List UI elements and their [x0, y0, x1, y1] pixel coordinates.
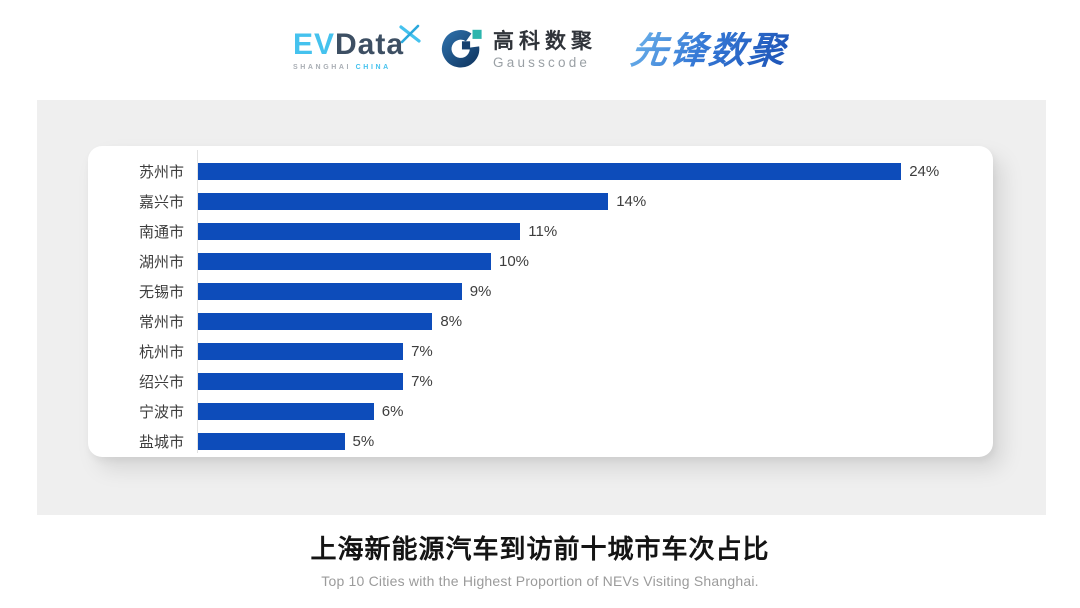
gausscode-logo: 高科数聚 Gausscode — [438, 25, 597, 76]
category-label: 无锡市 — [138, 283, 184, 301]
bar-row: 常州市 8% — [88, 306, 993, 336]
value-label: 9% — [469, 282, 492, 300]
category-label: 湖州市 — [138, 253, 184, 271]
gausscode-mark-icon — [438, 25, 484, 76]
title-block: 上海新能源汽车到访前十城市车次占比 Top 10 Cities with the… — [0, 529, 1080, 589]
bar — [198, 402, 374, 420]
bar-row: 杭州市 7% — [88, 336, 993, 366]
value-label: 11% — [528, 222, 558, 240]
bar — [198, 192, 609, 210]
bar-row: 盐城市 5% — [88, 426, 993, 456]
category-label: 宁波市 — [138, 403, 184, 421]
evdata-logo: EVData SHANGHAI CHINA — [292, 24, 421, 71]
bar-rows: 苏州市 24% 嘉兴市 14% 南通市 11% 湖州市 10% 无锡市 9% 常州市 8% 杭州市 7% 绍… — [88, 156, 993, 456]
evdata-ev-text: EV — [292, 27, 335, 61]
category-label: 南通市 — [138, 223, 184, 241]
evdata-data-text: Data — [335, 27, 405, 61]
value-label: 7% — [411, 342, 433, 360]
y-axis-line — [197, 150, 198, 453]
category-label: 嘉兴市 — [138, 193, 184, 211]
bar — [198, 162, 902, 180]
pioneer-logo: 先锋数聚 — [628, 29, 790, 71]
value-label: 10% — [499, 252, 530, 270]
bar — [198, 252, 491, 270]
bar — [198, 342, 404, 360]
value-label: 8% — [440, 312, 463, 330]
bar — [198, 222, 521, 240]
bar — [198, 282, 462, 300]
bar-row: 南通市 11% — [88, 216, 993, 246]
logo-row: EVData SHANGHAI CHINA — [0, 18, 1080, 82]
chart-title: 上海新能源汽车到访前十城市车次占比 — [310, 534, 770, 564]
value-label: 6% — [381, 402, 404, 420]
gausscode-chinese-name: 高科数聚 — [493, 30, 598, 54]
value-label: 14% — [616, 192, 647, 210]
chart-panel: 苏州市 24% 嘉兴市 14% 南通市 11% 湖州市 10% 无锡市 9% 常州市 8% 杭州市 7% 绍… — [37, 100, 1046, 515]
bar — [198, 312, 433, 330]
value-label: 7% — [411, 372, 433, 390]
value-label: 24% — [909, 162, 940, 180]
gausscode-english-name: Gausscode — [493, 54, 591, 70]
bar-row: 绍兴市 7% — [88, 366, 993, 396]
bar-row: 无锡市 9% — [88, 276, 993, 306]
evdata-wordmark: EVData — [292, 24, 421, 61]
bar-row: 湖州市 10% — [88, 246, 993, 276]
bar — [198, 432, 345, 450]
category-label: 绍兴市 — [138, 373, 184, 391]
evdata-subtext-shanghai: SHANGHAI — [292, 63, 352, 71]
chart-subtitle: Top 10 Cities with the Highest Proportio… — [321, 573, 759, 589]
gausscode-text: 高科数聚 Gausscode — [493, 30, 597, 69]
evdata-subtext-china: CHINA — [355, 63, 391, 71]
category-label: 杭州市 — [138, 343, 184, 361]
chart-card: 苏州市 24% 嘉兴市 14% 南通市 11% 湖州市 10% 无锡市 9% 常州市 8% 杭州市 7% 绍… — [88, 146, 993, 457]
category-label: 苏州市 — [138, 163, 184, 181]
bar — [198, 372, 404, 390]
value-label: 5% — [352, 432, 375, 450]
bar-row: 苏州市 24% — [88, 156, 993, 186]
evdata-x-icon — [398, 21, 422, 51]
evdata-subtext: SHANGHAI CHINA — [293, 64, 391, 71]
bar-row: 宁波市 6% — [88, 396, 993, 426]
bar-row: 嘉兴市 14% — [88, 186, 993, 216]
category-label: 盐城市 — [138, 433, 184, 451]
category-label: 常州市 — [138, 313, 184, 331]
